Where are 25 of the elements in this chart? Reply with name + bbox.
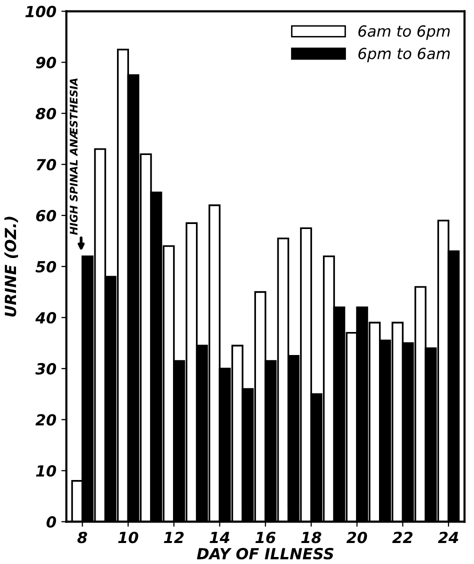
y-tick-label: 90: [36, 56, 56, 68]
y-tick-label: 60: [36, 210, 56, 222]
y-axis-title: URINE (OZ.): [4, 216, 18, 317]
y-tick-label: 20: [35, 414, 56, 426]
y-tick-label: 40: [35, 312, 56, 324]
y-tick-label: 70: [36, 158, 56, 170]
y-tick-label: 30: [35, 363, 56, 375]
x-axis-title: DAY OF ILLNESS: [196, 548, 334, 560]
x-tick-label: 12: [164, 532, 184, 544]
y-tick-label: 10: [36, 465, 56, 477]
x-tick-label: 8: [77, 532, 88, 544]
legend-label: 6am to 6pm: [358, 25, 450, 40]
y-tick-label: 80: [36, 108, 56, 120]
y-tick-label: 50: [36, 260, 56, 273]
annotation: HIGH SPINAL ANÆSTHESIA: [70, 78, 78, 235]
legend-label: 6pm to 6am: [358, 48, 450, 62]
y-tick-label: 0: [46, 516, 56, 528]
y-tick-label: 100: [25, 6, 56, 18]
x-tick-label: 16: [255, 532, 276, 544]
x-tick-label: 14: [210, 532, 230, 544]
x-tick-label: 20: [346, 532, 368, 544]
x-tick-label: 22: [392, 532, 413, 544]
x-tick-label: 18: [301, 532, 322, 544]
x-tick-label: 24: [438, 532, 458, 544]
x-tick-label: 10: [118, 532, 138, 544]
